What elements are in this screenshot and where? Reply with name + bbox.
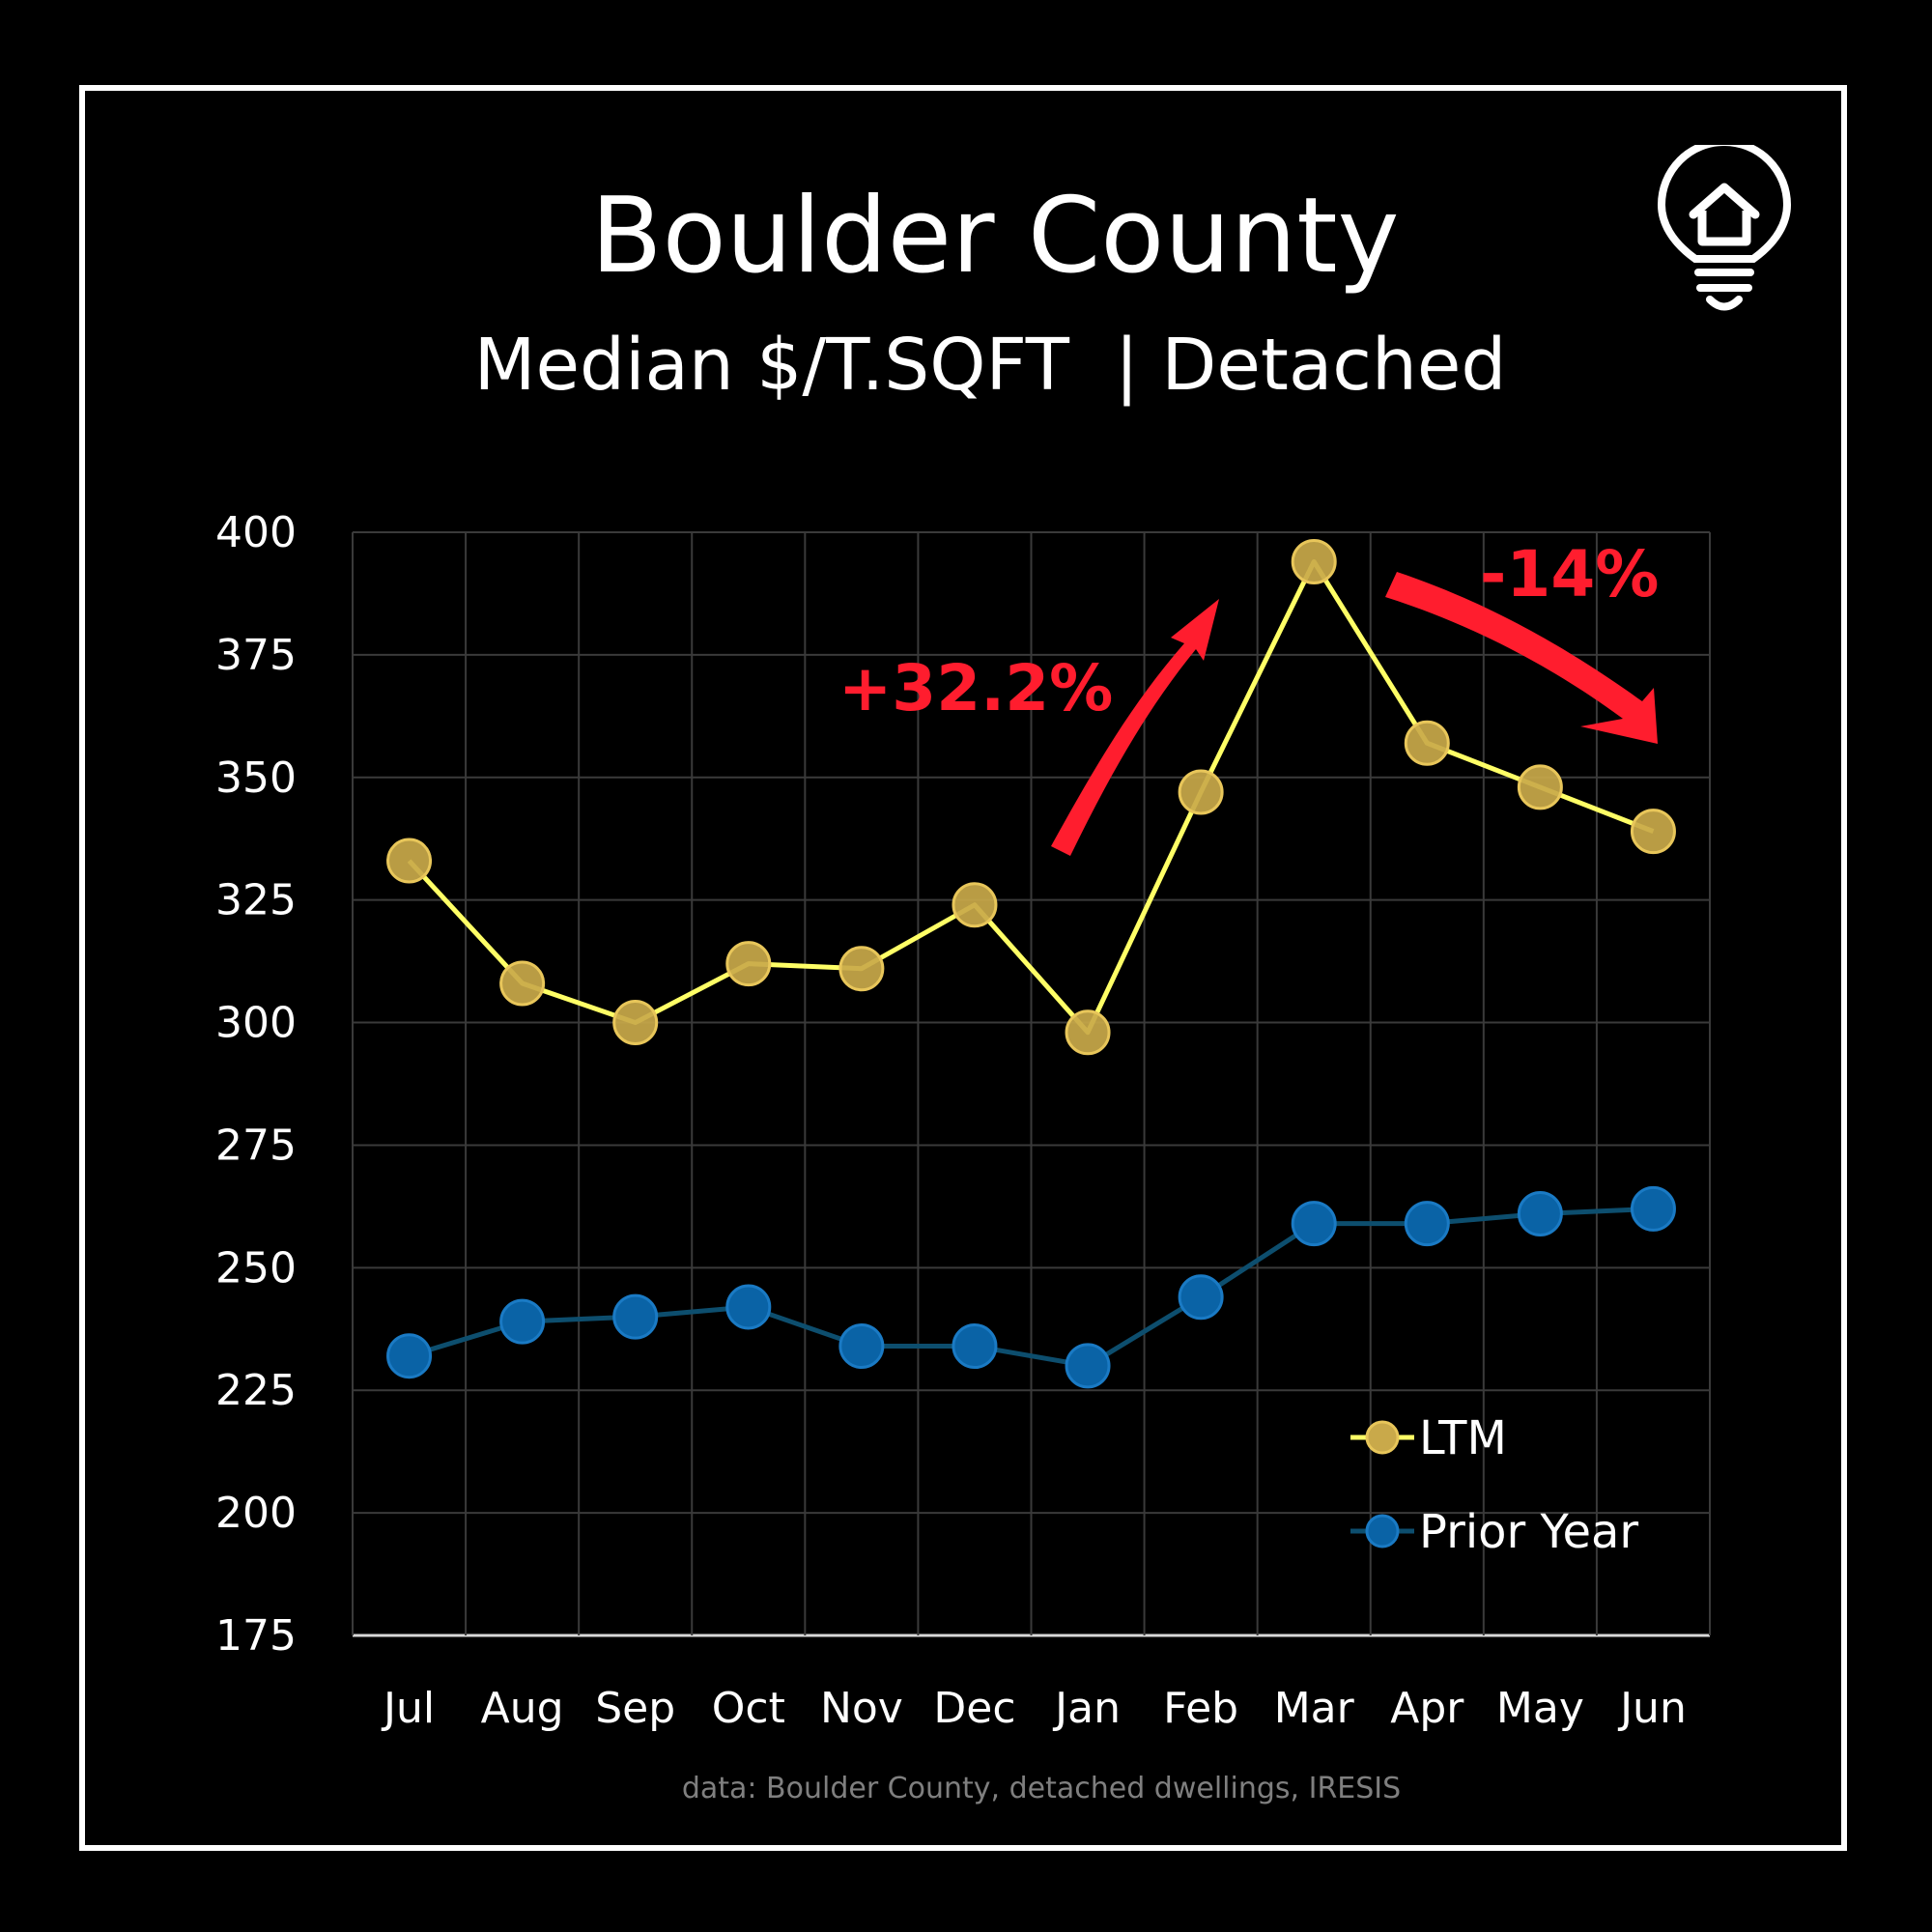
legend-marker [1365, 1420, 1400, 1455]
annotations: +32.2% -14% [838, 537, 1659, 725]
data-point [1065, 1343, 1111, 1389]
data-point [1630, 809, 1676, 855]
data-point [1178, 1274, 1224, 1321]
data-point [1404, 1201, 1450, 1247]
data-point [1517, 764, 1563, 810]
data-point [838, 946, 885, 992]
data-point [952, 1323, 998, 1370]
data-point [1517, 1191, 1563, 1237]
data-point [838, 1323, 885, 1370]
y-tick-label: 300 [215, 999, 297, 1048]
chart-title: Boulder County [590, 176, 1400, 297]
data-point [1404, 720, 1450, 766]
down-trend-arrow [1385, 572, 1658, 744]
y-tick-label: 375 [215, 631, 297, 680]
y-tick-label: 400 [215, 508, 297, 557]
x-axis-ticks: Jul Aug Sep Oct Nov Dec Jan Feb Mar Apr May Jun [381, 1684, 1687, 1733]
data-point [386, 1333, 433, 1379]
data-source-note: data: Boulder County, detached dwellings… [681, 1772, 1402, 1805]
annotation-label: -14% [1480, 537, 1659, 611]
legend-label: LTM [1419, 1411, 1507, 1465]
data-point [386, 838, 433, 884]
chart-frame [79, 85, 1847, 1851]
legend-label: Prior Year [1419, 1505, 1638, 1559]
series-group [386, 538, 1676, 1389]
legend-item: Prior Year [1350, 1505, 1638, 1559]
x-tick-label: Jun [1617, 1684, 1687, 1733]
y-tick-label: 350 [215, 753, 297, 803]
y-tick-label: 250 [215, 1243, 297, 1293]
legend: LTM Prior Year [1350, 1411, 1638, 1559]
x-tick-label: Apr [1390, 1684, 1464, 1733]
y-tick-label: 275 [215, 1121, 297, 1170]
x-tick-label: Aug [481, 1684, 564, 1733]
data-point [1291, 1201, 1337, 1247]
x-tick-label: Mar [1274, 1684, 1355, 1733]
series-0 [386, 538, 1676, 1056]
data-point [1291, 538, 1337, 584]
annotation-label: +32.2% [838, 651, 1113, 725]
data-point [725, 1284, 772, 1330]
up-trend-arrow [1051, 599, 1219, 856]
y-tick-label: 200 [215, 1489, 297, 1538]
chart-subtitle: Median $/T.SQFT | Detached [473, 324, 1507, 407]
y-tick-label: 225 [215, 1366, 297, 1415]
grid [352, 531, 1711, 1637]
data-point [1065, 1009, 1111, 1056]
lightbulb-house-icon [1657, 145, 1792, 311]
data-point [612, 1000, 659, 1046]
x-tick-label: Jan [1052, 1684, 1121, 1733]
data-point [725, 941, 772, 987]
x-tick-label: Feb [1163, 1684, 1238, 1733]
legend-item: LTM [1350, 1411, 1507, 1465]
x-tick-label: Dec [933, 1684, 1015, 1733]
legend-marker [1365, 1514, 1400, 1548]
data-point [1630, 1185, 1676, 1232]
x-tick-label: Oct [712, 1684, 785, 1733]
trend-arrows [1051, 572, 1658, 856]
y-tick-label: 175 [215, 1611, 297, 1661]
data-point [499, 960, 546, 1007]
data-point [1178, 769, 1224, 815]
x-tick-label: Nov [820, 1684, 903, 1733]
x-tick-label: Jul [381, 1684, 435, 1733]
data-point [612, 1293, 659, 1340]
series-1 [386, 1185, 1676, 1389]
x-tick-label: May [1496, 1684, 1584, 1733]
data-point [952, 882, 998, 928]
y-tick-label: 325 [215, 876, 297, 925]
data-point [499, 1298, 546, 1345]
y-axis-ticks: 175 200 225 250 275 300 325 350 375 400 [215, 508, 297, 1661]
x-tick-label: Sep [595, 1684, 675, 1733]
